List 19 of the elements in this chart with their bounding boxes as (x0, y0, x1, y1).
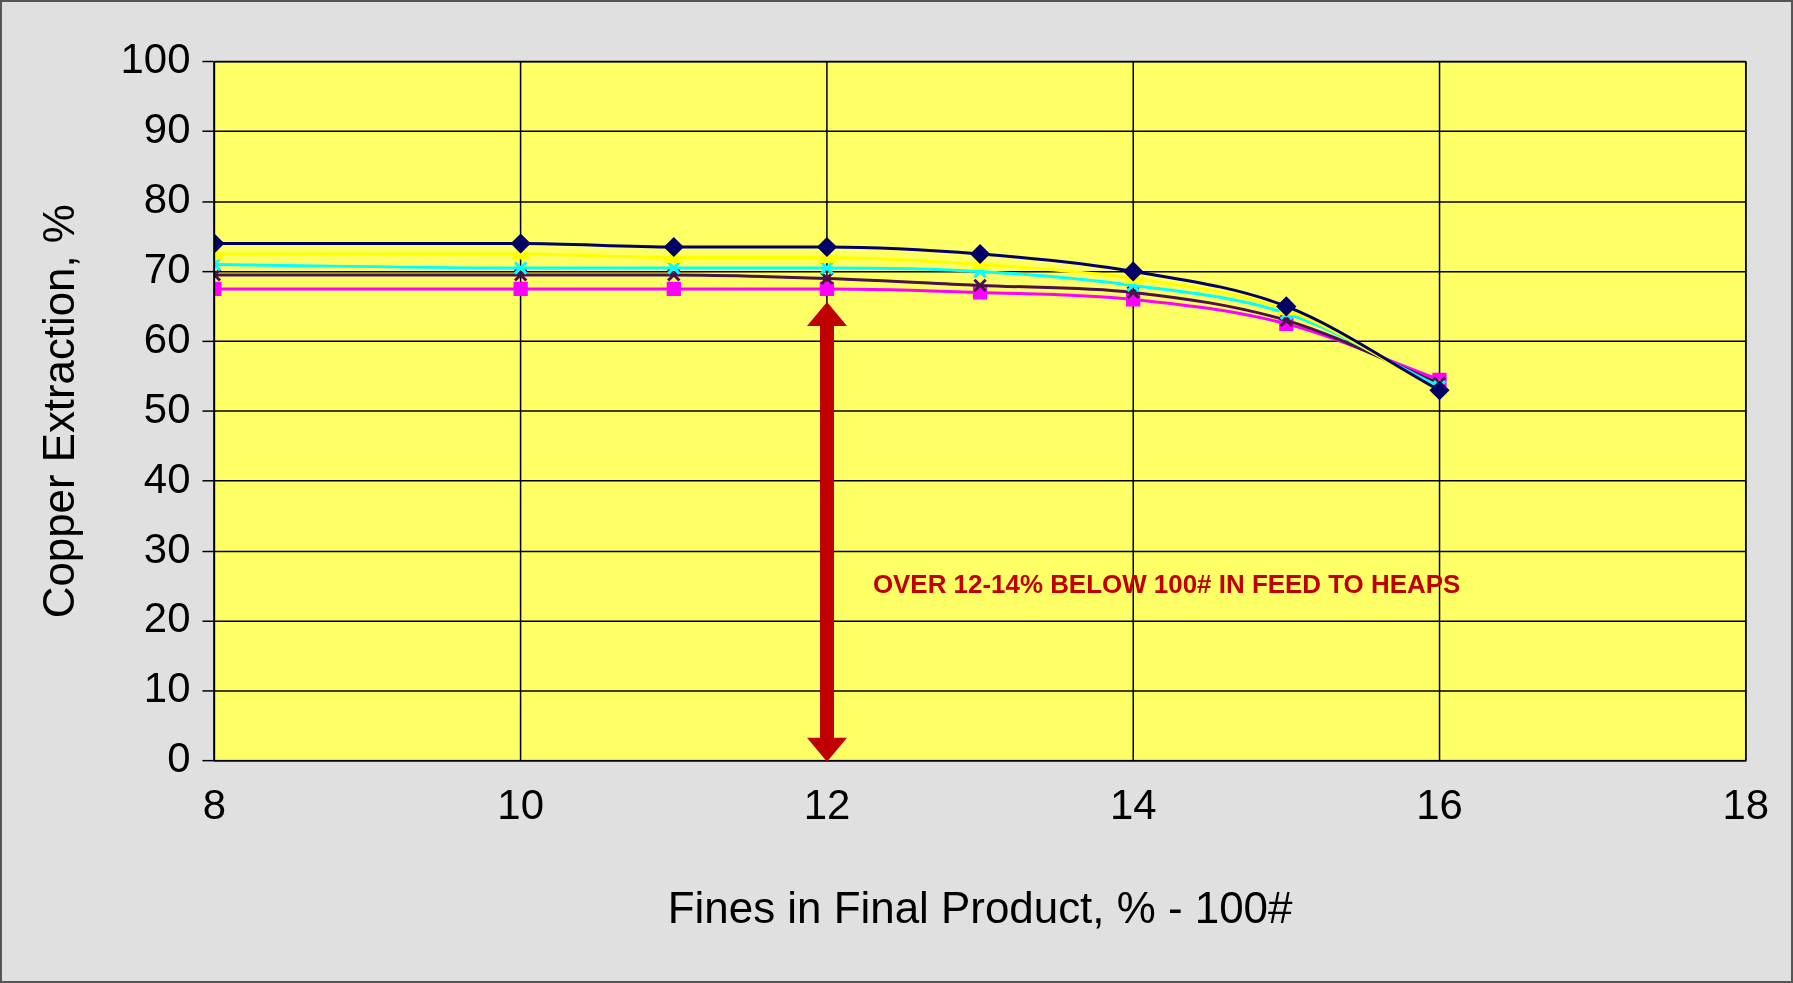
x-tick-label: 16 (1416, 781, 1463, 829)
x-tick-label: 10 (497, 781, 544, 829)
x-tick-label: 12 (803, 781, 851, 829)
x-tick-label: 18 (1722, 781, 1770, 829)
y-tick-label: 20 (143, 594, 191, 642)
x-axis-title: Fines in Final Product, % - 100# (667, 883, 1293, 932)
y-tick-label: 50 (143, 384, 191, 432)
y-tick-label: 100 (120, 35, 191, 83)
y-tick-label: 10 (143, 664, 191, 712)
y-tick-label: 80 (143, 175, 191, 223)
y-tick-label: 30 (143, 524, 191, 572)
x-tick-label: 8 (202, 781, 227, 829)
y-tick-label: 0 (167, 734, 191, 782)
y-tick-label: 70 (143, 245, 191, 292)
x-tick-label: 14 (1109, 781, 1157, 829)
y-tick-label: 60 (143, 314, 191, 362)
y-tick-label: 90 (143, 105, 191, 153)
y-tick-label: 40 (143, 454, 191, 502)
y-axis-title: Copper Extraction, % (34, 204, 84, 619)
